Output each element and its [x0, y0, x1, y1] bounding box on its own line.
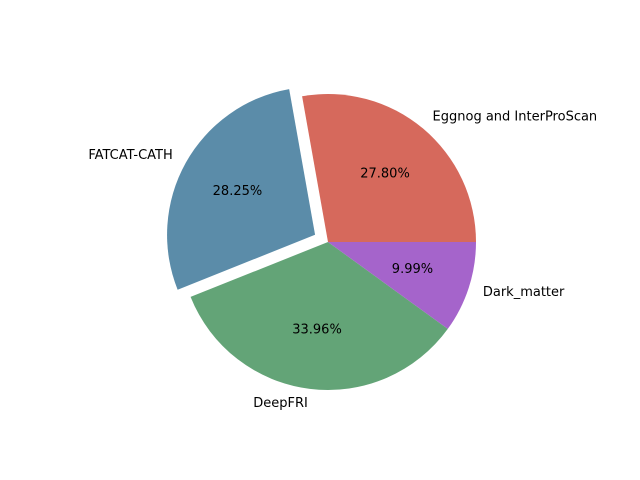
pie-labels: Eggnog and InterProScan 27.80% FATCAT-CATH… [88, 110, 597, 411]
pct-label-deepfri: 33.96% [292, 323, 342, 338]
slice-label-deepfri: DeepFRI [253, 396, 308, 411]
pie-slice-deepfri [190, 242, 448, 391]
slice-label-eggnog-and-interproscan: Eggnog and InterProScan [433, 110, 598, 125]
pie-slice-dark-matter [328, 242, 476, 329]
pie-slices [167, 89, 476, 391]
slice-label-fatcat-cath: FATCAT-CATH [88, 148, 172, 163]
pct-label-dark-matter: 9.99% [392, 262, 433, 277]
slice-label-dark-matter: Dark_matter [483, 285, 565, 300]
pie-slice-eggnog-and-interproscan [302, 94, 476, 242]
pct-label-eggnog-and-interproscan: 27.80% [360, 166, 410, 181]
pie-slice-fatcat-cath [167, 89, 316, 290]
pct-label-fatcat-cath: 28.25% [213, 184, 263, 199]
